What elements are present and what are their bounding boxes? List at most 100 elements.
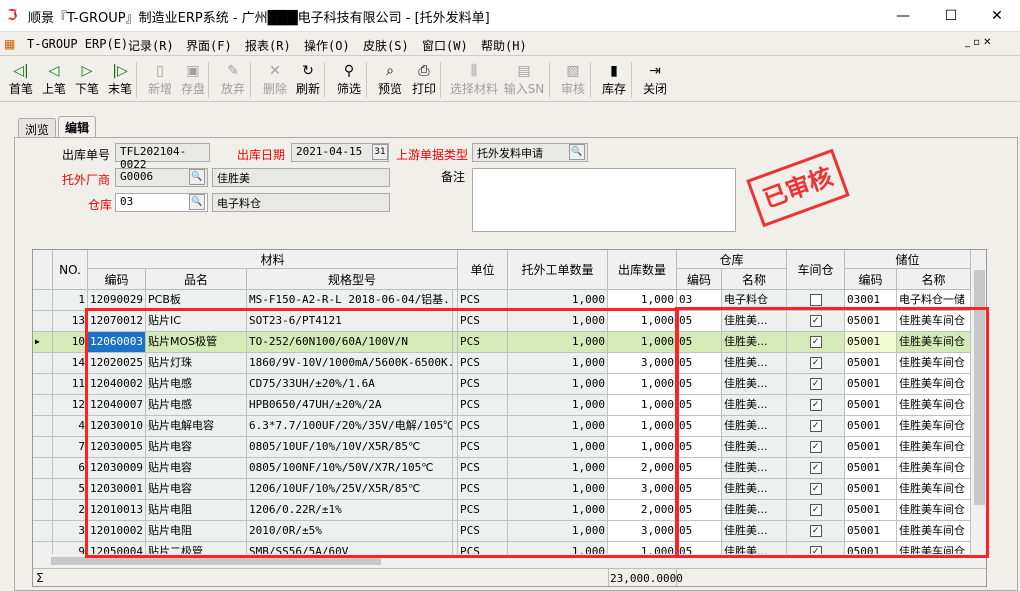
loc-code[interactable]: 05001: [845, 500, 897, 521]
warehouse-lookup-icon[interactable]: 🔍: [189, 194, 205, 210]
wh-code[interactable]: 05: [677, 353, 722, 374]
checkbox[interactable]: ✓: [809, 441, 822, 453]
column-header-out-qty[interactable]: 出库数量: [608, 250, 677, 290]
wo-qty[interactable]: 1,000: [508, 521, 608, 542]
vertical-scrollbar[interactable]: [971, 250, 986, 554]
toolbar-button-refresh[interactable]: ↻ 刷新: [291, 62, 325, 97]
row-indicator[interactable]: [33, 311, 53, 332]
out-qty[interactable]: 1,000: [608, 290, 677, 311]
toolbar-button-first[interactable]: ◁| 首笔: [4, 62, 38, 97]
unit[interactable]: PCS: [458, 395, 508, 416]
wh-code[interactable]: 05: [677, 311, 722, 332]
item-code[interactable]: 12040002: [88, 374, 146, 395]
item-name[interactable]: 贴片电阻: [146, 500, 247, 521]
wo-qty[interactable]: 1,000: [508, 395, 608, 416]
wh-name[interactable]: 佳胜美...: [722, 416, 787, 437]
row-indicator[interactable]: [33, 353, 53, 374]
row-indicator[interactable]: [33, 479, 53, 500]
unit[interactable]: PCS: [458, 416, 508, 437]
wh-code[interactable]: 05: [677, 521, 722, 542]
column-header-loc-code[interactable]: 编码: [845, 269, 897, 290]
column-header-wo-qty[interactable]: 托外工单数量: [508, 250, 608, 290]
maximize-button[interactable]: ☐: [944, 8, 958, 24]
loc-code[interactable]: 05001: [845, 521, 897, 542]
loc-name[interactable]: 佳胜美车间仓: [897, 521, 971, 542]
wh-code[interactable]: 05: [677, 500, 722, 521]
close-window-button[interactable]: ✕: [991, 8, 1003, 24]
loc-name[interactable]: 佳胜美车间仓: [897, 458, 971, 479]
item-code[interactable]: 12030005: [88, 437, 146, 458]
row-no[interactable]: 7: [53, 437, 88, 458]
toolbar-button-next[interactable]: ▷ 下笔: [70, 62, 104, 97]
item-name[interactable]: 贴片灯珠: [146, 353, 247, 374]
loc-name[interactable]: 电子料仓一储: [897, 290, 971, 311]
workshop-checkbox[interactable]: ✓: [787, 311, 845, 332]
workshop-checkbox[interactable]: ✓: [787, 353, 845, 374]
calendar-icon[interactable]: 31: [372, 144, 388, 160]
menu-report[interactable]: 报表(R): [245, 39, 291, 53]
column-group-material[interactable]: 材料: [88, 250, 458, 269]
unit[interactable]: PCS: [458, 500, 508, 521]
vendor-lookup-icon[interactable]: 🔍: [189, 169, 205, 185]
item-code[interactable]: 12060003: [88, 332, 146, 353]
item-spec[interactable]: 6.3*7.7/100UF/20%/35V/电解/105℃: [247, 416, 453, 437]
item-name[interactable]: 贴片IC: [146, 311, 247, 332]
vendor-code-field[interactable]: G0006: [115, 168, 208, 187]
toolbar-button-stock[interactable]: ▮ 库存: [597, 62, 631, 97]
item-code[interactable]: 12010013: [88, 500, 146, 521]
toolbar-button-last[interactable]: |▷ 末笔: [103, 62, 137, 97]
unit[interactable]: PCS: [458, 437, 508, 458]
column-header-wh-name[interactable]: 名称: [722, 269, 787, 290]
column-header-name[interactable]: 品名: [146, 269, 247, 290]
upstream-type-field[interactable]: 托外发料申请: [472, 143, 588, 162]
date-field[interactable]: 2021-04-15: [291, 143, 389, 162]
row-indicator[interactable]: [33, 395, 53, 416]
toolbar-button-audit[interactable]: ▧ 审核: [556, 62, 590, 97]
row-no[interactable]: 14: [53, 353, 88, 374]
item-spec[interactable]: 1206/10UF/10%/25V/X5R/85℃: [247, 479, 453, 500]
out-qty[interactable]: 1,000: [608, 437, 677, 458]
loc-code[interactable]: 05001: [845, 479, 897, 500]
column-header-loc-name[interactable]: 名称: [897, 269, 971, 290]
wo-qty[interactable]: 1,000: [508, 458, 608, 479]
toolbar-button-input-sn[interactable]: ▤ 输入SN: [503, 62, 545, 97]
unit[interactable]: PCS: [458, 374, 508, 395]
row-no[interactable]: 2: [53, 500, 88, 521]
wh-code[interactable]: 05: [677, 437, 722, 458]
unit[interactable]: PCS: [458, 311, 508, 332]
wh-code[interactable]: 03: [677, 290, 722, 311]
mdi-controls[interactable]: _ ▫ ✕: [965, 37, 992, 48]
out-qty[interactable]: 1,000: [608, 374, 677, 395]
row-no[interactable]: 10: [53, 332, 88, 353]
column-group-location[interactable]: 储位: [845, 250, 971, 269]
item-spec[interactable]: 0805/10UF/10%/10V/X5R/85℃: [247, 437, 453, 458]
column-header-code[interactable]: 编码: [88, 269, 146, 290]
loc-code[interactable]: 05001: [845, 416, 897, 437]
minimize-button[interactable]: —: [896, 8, 910, 24]
item-code[interactable]: 12030010: [88, 416, 146, 437]
row-indicator[interactable]: ▶: [33, 332, 53, 353]
wh-name[interactable]: 佳胜美...: [722, 311, 787, 332]
tab-edit[interactable]: 编辑: [58, 116, 97, 138]
menu-skin[interactable]: 皮肤(S): [363, 39, 409, 53]
wh-name[interactable]: 佳胜美...: [722, 374, 787, 395]
toolbar-button-prev[interactable]: ◁ 上笔: [37, 62, 71, 97]
row-indicator[interactable]: [33, 374, 53, 395]
row-no[interactable]: 6: [53, 458, 88, 479]
column-header-spec[interactable]: 规格型号: [247, 269, 458, 290]
scroll-thumb[interactable]: [974, 270, 985, 505]
loc-name[interactable]: 佳胜美车间仓: [897, 479, 971, 500]
toolbar-button-filter[interactable]: ⚲ 筛选: [332, 62, 366, 97]
wh-name[interactable]: 佳胜美...: [722, 458, 787, 479]
item-code[interactable]: 12010002: [88, 521, 146, 542]
wh-code[interactable]: 05: [677, 458, 722, 479]
tab-browse[interactable]: 浏览: [18, 118, 57, 138]
workshop-checkbox[interactable]: ✓: [787, 437, 845, 458]
wh-code[interactable]: 05: [677, 416, 722, 437]
row-indicator[interactable]: [33, 416, 53, 437]
menu-erp[interactable]: T-GROUP ERP(E): [27, 37, 129, 51]
unit[interactable]: PCS: [458, 458, 508, 479]
menu-operation[interactable]: 操作(O): [304, 39, 350, 53]
wh-name[interactable]: 电子料仓: [722, 290, 787, 311]
loc-code[interactable]: 03001: [845, 290, 897, 311]
